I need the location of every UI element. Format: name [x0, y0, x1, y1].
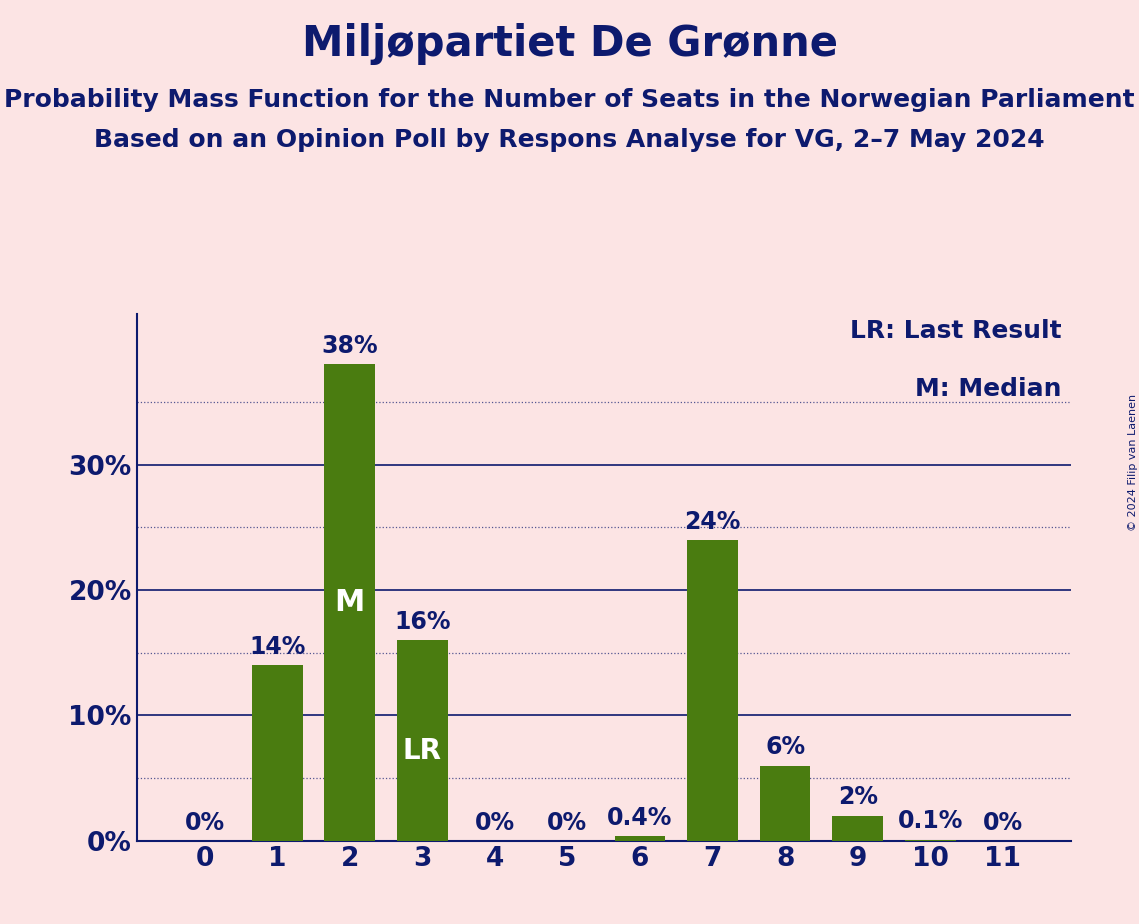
Text: 0.1%: 0.1% [898, 809, 962, 833]
Bar [687, 540, 738, 841]
Text: 24%: 24% [685, 510, 740, 534]
Text: 16%: 16% [394, 610, 451, 634]
Text: 38%: 38% [321, 334, 378, 359]
Bar [396, 640, 448, 841]
Bar [615, 836, 665, 841]
Text: Miljøpartiet De Grønne: Miljøpartiet De Grønne [302, 23, 837, 65]
Text: LR: Last Result: LR: Last Result [850, 320, 1062, 344]
Bar [325, 364, 375, 841]
Text: Probability Mass Function for the Number of Seats in the Norwegian Parliament: Probability Mass Function for the Number… [5, 88, 1134, 112]
Text: 0%: 0% [185, 810, 224, 834]
Text: M: M [335, 588, 364, 617]
Text: 0%: 0% [548, 810, 588, 834]
Text: 14%: 14% [249, 635, 305, 659]
Text: Based on an Opinion Poll by Respons Analyse for VG, 2–7 May 2024: Based on an Opinion Poll by Respons Anal… [95, 128, 1044, 152]
Bar [904, 840, 956, 841]
Bar [252, 665, 303, 841]
Text: © 2024 Filip van Laenen: © 2024 Filip van Laenen [1129, 394, 1138, 530]
Text: M: Median: M: Median [915, 377, 1062, 401]
Text: LR: LR [403, 736, 442, 764]
Text: 6%: 6% [765, 736, 805, 760]
Text: 0%: 0% [983, 810, 1023, 834]
Bar [760, 766, 811, 841]
Text: 0%: 0% [475, 810, 515, 834]
Text: 0.4%: 0.4% [607, 806, 673, 830]
Bar [833, 816, 883, 841]
Text: 2%: 2% [837, 785, 878, 809]
